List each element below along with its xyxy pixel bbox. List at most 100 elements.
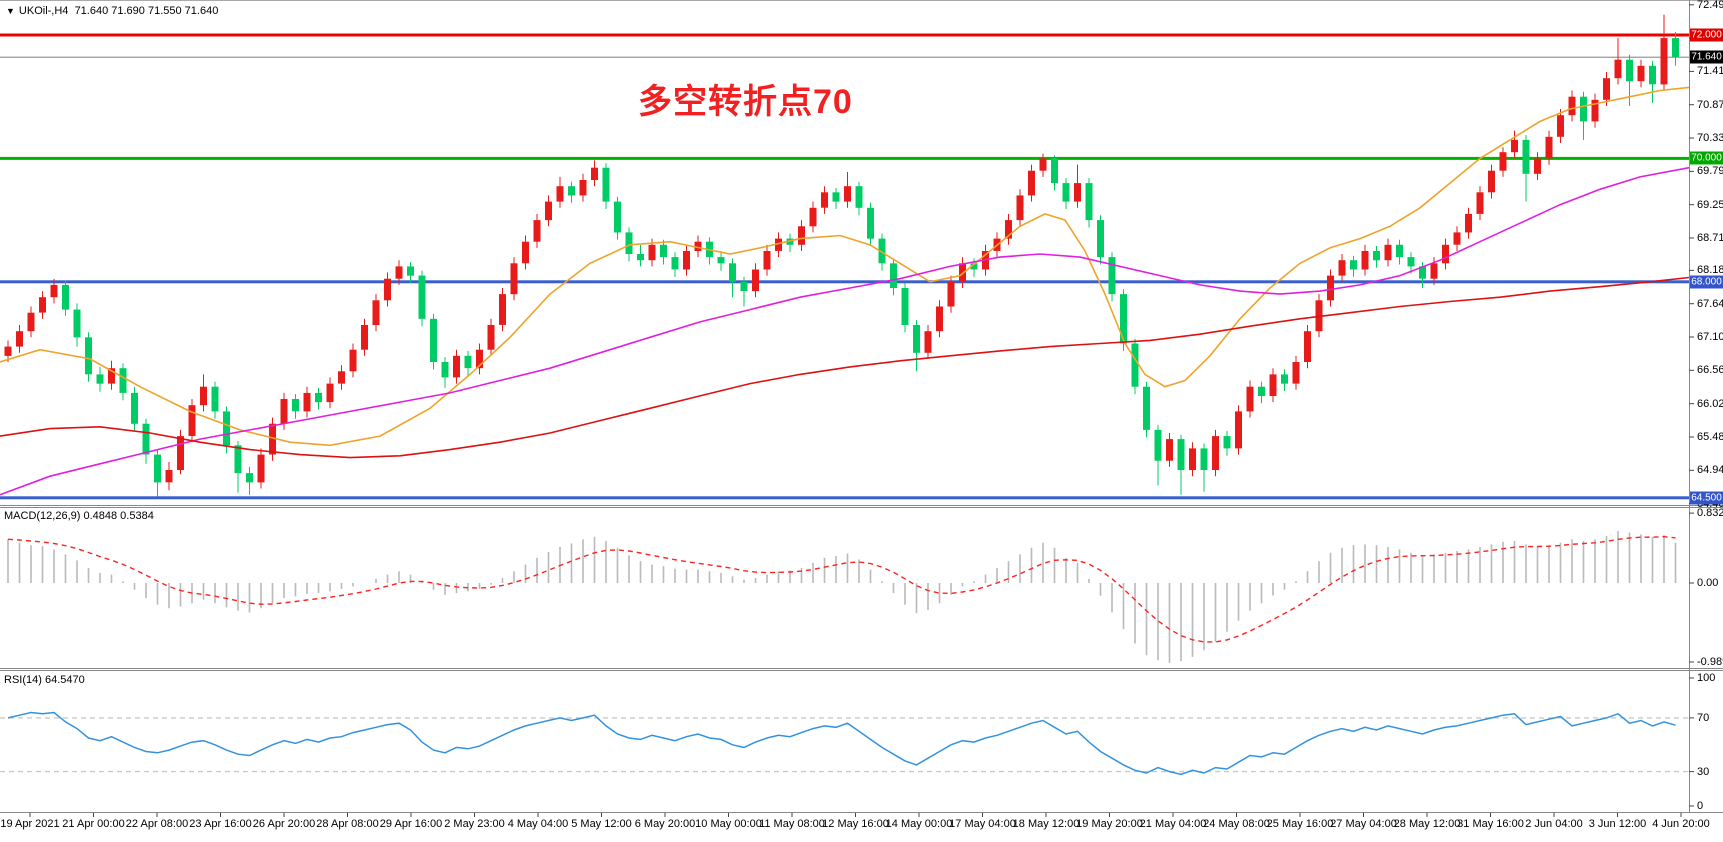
candle-body	[292, 399, 299, 412]
candle-body	[119, 368, 127, 393]
price-axis-label: 70.870	[1697, 98, 1723, 111]
candle-body	[1522, 139, 1530, 174]
candle-body	[878, 238, 886, 264]
candle-body	[901, 288, 909, 325]
candle-body	[108, 368, 115, 384]
candle-body	[62, 284, 69, 310]
price-badge-70.000: 70.000	[1690, 151, 1723, 165]
rsi-axis-label: 70	[1697, 711, 1710, 724]
candle-body	[177, 436, 184, 470]
series-line	[0, 166, 1690, 496]
candle-body	[338, 371, 345, 384]
candle-body	[1212, 436, 1219, 470]
candle-body	[1430, 263, 1438, 279]
panel-separator	[0, 812, 1723, 813]
candle-body	[1534, 158, 1541, 174]
price-axis-label: 72.490	[1697, 0, 1723, 11]
price-axis-label: 66.565	[1697, 364, 1723, 377]
candle-body	[855, 186, 863, 208]
candle-body	[27, 312, 35, 332]
candle-body	[1074, 183, 1081, 202]
candle-body	[1419, 266, 1426, 279]
rsi-panel-label: RSI(14) 64.5470	[4, 674, 85, 686]
candle-body	[614, 201, 621, 233]
time-axis-label: 28 May 12:00	[1393, 818, 1461, 830]
candle-body	[476, 349, 483, 369]
candle-body	[740, 281, 748, 292]
candle-body	[1660, 38, 1668, 85]
candle-body	[1143, 386, 1150, 430]
time-axis-label: 24 May 08:00	[1203, 818, 1270, 830]
candle-body	[1200, 448, 1208, 470]
candle-body	[752, 269, 759, 292]
price-axis-label: 69.250	[1697, 198, 1723, 211]
candle-body	[1373, 251, 1380, 261]
time-axis-label: 12 May 16:00	[822, 818, 889, 830]
candle-body	[1166, 439, 1173, 461]
candle-body	[671, 257, 679, 270]
level-line-71.64[interactable]	[0, 56, 1689, 58]
candle-body	[1189, 448, 1196, 470]
level-line-68[interactable]	[0, 280, 1689, 284]
level-line-72[interactable]	[0, 33, 1689, 37]
candle-body	[809, 207, 817, 227]
top-border	[0, 0, 1723, 1]
candle-body	[1051, 158, 1058, 184]
time-axis-label: 2 Jun 04:00	[1525, 818, 1583, 830]
candle-body	[1246, 386, 1254, 412]
candle-body	[430, 318, 437, 362]
time-axis-label: 19 May 20:00	[1076, 818, 1143, 830]
candle-body	[1281, 374, 1288, 384]
time-axis-label: 29 Apr 16:00	[379, 818, 443, 830]
price-axis-label: 67.645	[1697, 297, 1723, 310]
candle-body	[1131, 343, 1139, 387]
candle-body	[1039, 158, 1047, 171]
candle-body	[970, 263, 978, 270]
time-axis-label: 3 Jun 12:00	[1588, 818, 1647, 830]
panel-separator	[0, 670, 1723, 671]
rsi-axis-label: 0	[1697, 800, 1704, 812]
candle-body	[1637, 65, 1645, 82]
time-axis-label: 4 Jun 20:00	[1652, 818, 1710, 830]
time-axis-label: 14 May 00:00	[885, 818, 953, 830]
candle-body	[349, 349, 357, 372]
price-axis-label: 71.410	[1697, 65, 1723, 78]
price-axis-label: 68.185	[1697, 264, 1723, 277]
chevron-down-icon[interactable]: ▼	[6, 6, 15, 16]
candle-body	[223, 411, 230, 446]
candle-body	[694, 241, 702, 251]
time-axis-label: 21 Apr 00:00	[62, 818, 125, 830]
candle-body	[1396, 244, 1403, 258]
candle-body	[1672, 38, 1679, 58]
candle-body	[798, 226, 805, 245]
candle-body	[683, 251, 690, 270]
time-axis-label: 4 May 04:00	[507, 818, 569, 830]
time-axis-label: 31 May 16:00	[1457, 818, 1524, 830]
candle-body	[453, 355, 460, 378]
candle-body	[556, 186, 564, 202]
candle-body	[821, 192, 828, 208]
candle-body	[4, 346, 12, 356]
candle-body	[234, 445, 242, 474]
candle-body	[1361, 251, 1369, 270]
candle-body	[625, 232, 633, 254]
candle-body	[1603, 78, 1610, 100]
candle-body	[602, 167, 610, 202]
panel-separator	[0, 668, 1723, 669]
candle-body	[361, 325, 368, 350]
candle-body	[1223, 436, 1231, 449]
level-line-70[interactable]	[0, 156, 1689, 160]
candle-body	[924, 331, 932, 353]
candle-body	[487, 325, 495, 350]
candle-body	[1511, 139, 1518, 153]
candle-body	[1108, 257, 1116, 295]
candle-body	[1338, 260, 1346, 276]
time-axis-label: 25 May 16:00	[1266, 818, 1334, 830]
candle-body	[1258, 386, 1265, 396]
symbol-label: UKOil-,H4	[18, 5, 69, 17]
level-line-64.5[interactable]	[0, 496, 1689, 500]
time-axis-label: 5 May 12:00	[571, 818, 632, 830]
rsi-axis-label: 30	[1697, 765, 1710, 778]
candle-body	[533, 220, 541, 242]
